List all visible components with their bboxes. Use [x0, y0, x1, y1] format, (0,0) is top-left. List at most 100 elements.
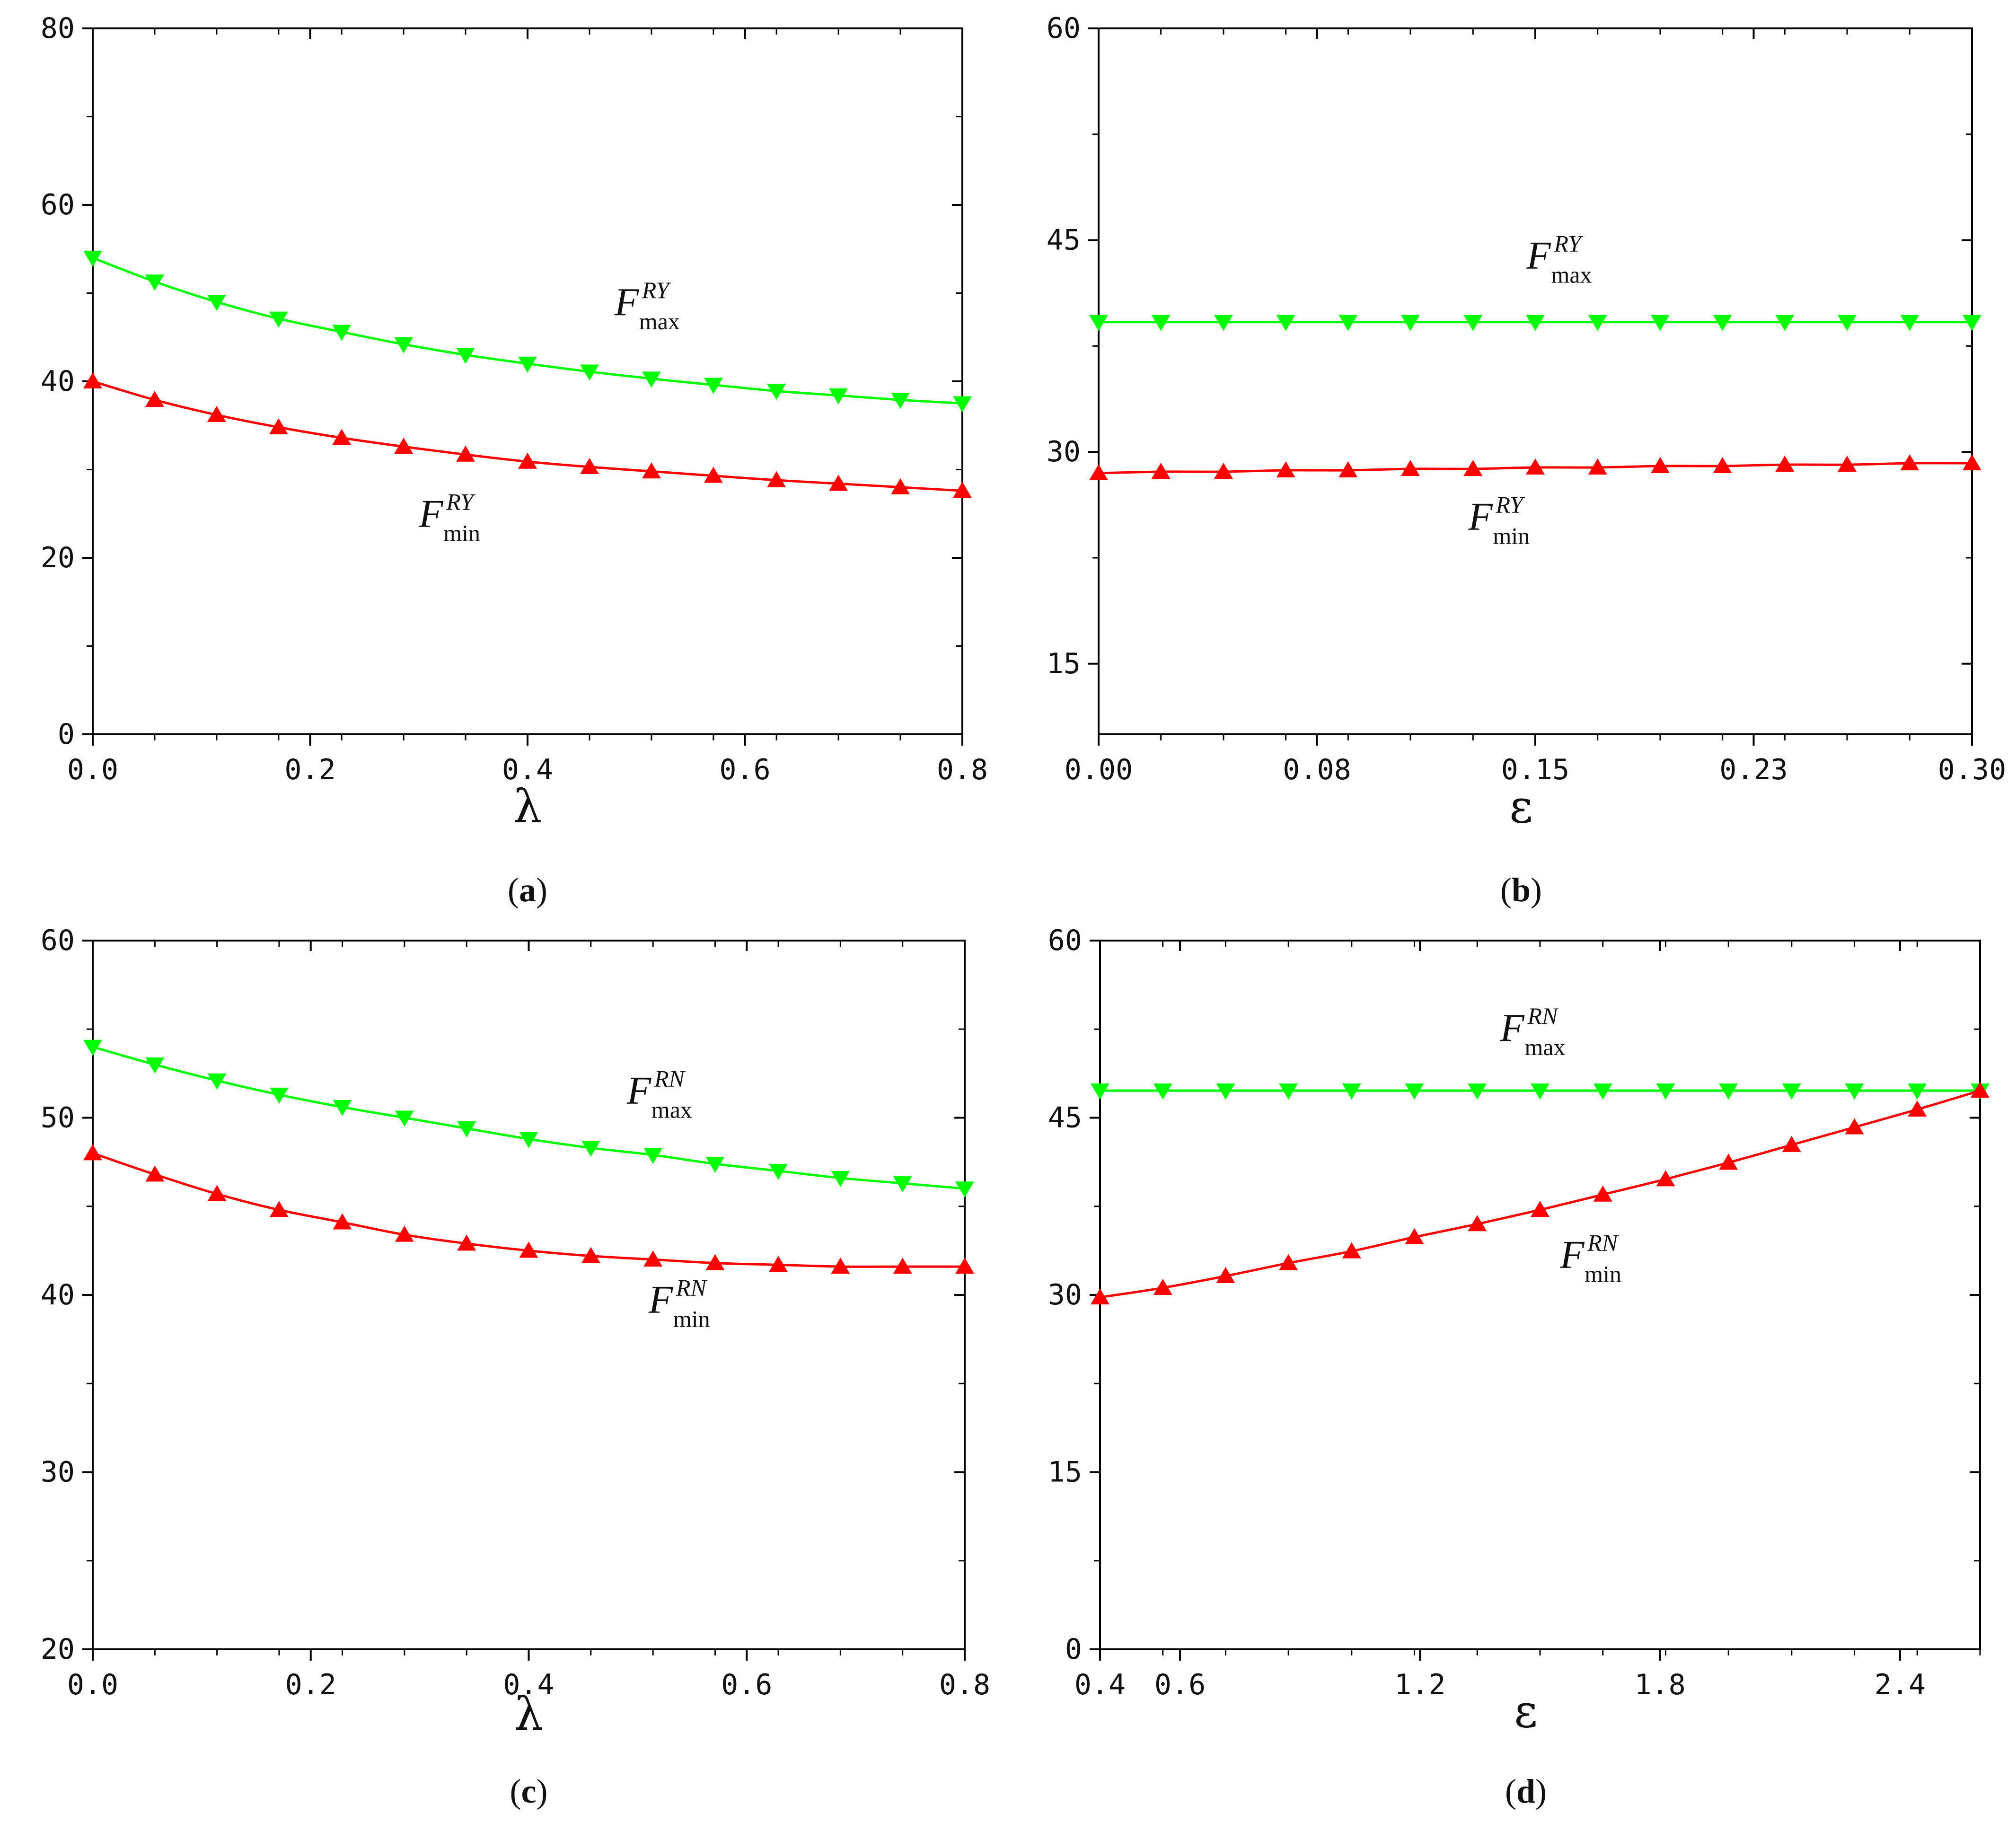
series-label-superscript: RY: [446, 489, 476, 515]
series-label-main: F: [626, 1069, 652, 1113]
x-tick-label: 0.0: [67, 1668, 118, 1701]
data-point-min: [1216, 1267, 1235, 1284]
panel-label-letter: a: [519, 871, 536, 909]
x-tick-label: 0.4: [1074, 1668, 1126, 1701]
data-point-max: [1963, 315, 1981, 331]
data-point-min: [1900, 454, 1919, 471]
data-point-max: [395, 1110, 414, 1127]
data-point-min: [145, 391, 164, 407]
data-point-max: [1089, 315, 1108, 331]
x-tick-label: 0.2: [284, 753, 335, 786]
data-point-min: [1719, 1153, 1738, 1170]
data-point-min: [269, 1201, 289, 1217]
series-label-subscript: max: [651, 1097, 692, 1123]
data-point-max: [83, 1039, 102, 1056]
data-point-max: [1342, 1083, 1361, 1100]
data-point-max: [1713, 315, 1732, 331]
series-label-subscript: min: [1493, 522, 1530, 549]
series-label-max: F: [1499, 1006, 1525, 1050]
y-tick-label: 60: [1048, 924, 1082, 957]
x-tick-label: 0.15: [1501, 753, 1570, 786]
x-tick-label: 0.8: [939, 1668, 990, 1701]
y-tick-label: 45: [1048, 1101, 1082, 1135]
panel-label-open: (: [1505, 1772, 1516, 1810]
data-point-min: [704, 467, 723, 483]
data-point-max: [831, 1171, 850, 1187]
x-axis-label: λ: [513, 780, 542, 833]
data-point-min: [643, 1250, 663, 1267]
panel-label-open: (: [1500, 871, 1512, 909]
panel-label-letter: c: [521, 1772, 537, 1810]
series-label-subscript: max: [639, 308, 680, 334]
data-point-min: [642, 462, 661, 479]
data-point-max: [580, 364, 599, 381]
series-label-superscript: RN: [654, 1065, 686, 1092]
x-tick-label: 1.2: [1394, 1668, 1445, 1701]
y-tick-label: 15: [1048, 1456, 1082, 1489]
data-point-min: [1089, 464, 1108, 480]
series-label-subscript: min: [443, 520, 480, 546]
data-point-min: [83, 372, 102, 388]
data-point-min: [395, 1225, 414, 1242]
data-point-max: [955, 1181, 974, 1198]
data-point-min: [1091, 1288, 1109, 1304]
data-point-min: [1342, 1242, 1361, 1259]
data-point-max: [1775, 315, 1795, 331]
data-point-max: [1650, 315, 1670, 331]
data-point-max: [1276, 315, 1295, 331]
y-tick-label: 60: [1047, 12, 1081, 45]
data-point-min: [1775, 456, 1795, 472]
data-point-min: [1153, 1279, 1172, 1295]
data-point-min: [705, 1254, 725, 1270]
data-point-max: [207, 295, 226, 311]
data-point-max: [207, 1073, 227, 1090]
series-label-subscript: max: [1551, 261, 1592, 288]
data-point-max: [1900, 315, 1919, 331]
data-point-max: [83, 250, 102, 267]
panel-label-close: ): [536, 871, 547, 909]
data-point-min: [207, 1185, 227, 1201]
x-tick-label: 0.6: [719, 753, 770, 786]
x-tick-label: 0.2: [285, 1668, 336, 1701]
data-point-min: [1713, 457, 1732, 474]
data-point-min: [767, 471, 786, 487]
data-point-max: [1656, 1083, 1675, 1100]
data-point-max: [1153, 1083, 1172, 1100]
series-label-subscript: min: [673, 1305, 710, 1332]
data-point-max: [1405, 1083, 1424, 1100]
panel-label: (a): [508, 871, 547, 909]
data-point-min: [83, 1144, 102, 1161]
series-label-max: F: [626, 1069, 652, 1113]
data-point-max: [1908, 1083, 1927, 1100]
series-label-main: F: [648, 1277, 674, 1321]
data-point-min: [1151, 462, 1171, 479]
x-axis-label: ε: [1514, 1685, 1538, 1738]
data-point-min: [332, 429, 352, 445]
series-label-main: F: [614, 280, 640, 324]
series-label-min: F: [1559, 1233, 1585, 1277]
data-point-min: [456, 445, 475, 462]
panel-label: (d): [1505, 1772, 1547, 1810]
data-point-min: [1588, 458, 1607, 475]
data-point-max: [1214, 315, 1233, 331]
data-point-max: [704, 378, 723, 394]
x-tick-label: 0.00: [1065, 753, 1133, 786]
x-tick-label: 1.8: [1634, 1668, 1685, 1701]
series-label-superscript: RN: [1527, 1003, 1559, 1029]
data-point-min: [1531, 1201, 1549, 1217]
data-point-max: [1151, 315, 1171, 331]
data-point-min: [891, 478, 910, 494]
y-tick-label: 45: [1047, 224, 1081, 257]
data-point-max: [953, 396, 972, 413]
data-point-max: [1782, 1083, 1801, 1100]
panel-label: (c): [510, 1772, 548, 1810]
series-label-main: F: [1526, 233, 1552, 277]
data-point-min: [829, 475, 848, 491]
data-point-max: [1279, 1083, 1298, 1100]
data-point-min: [457, 1234, 476, 1251]
y-tick-label: 40: [41, 365, 75, 398]
data-point-max: [1468, 1083, 1487, 1100]
x-tick-label: 0.08: [1283, 753, 1351, 786]
